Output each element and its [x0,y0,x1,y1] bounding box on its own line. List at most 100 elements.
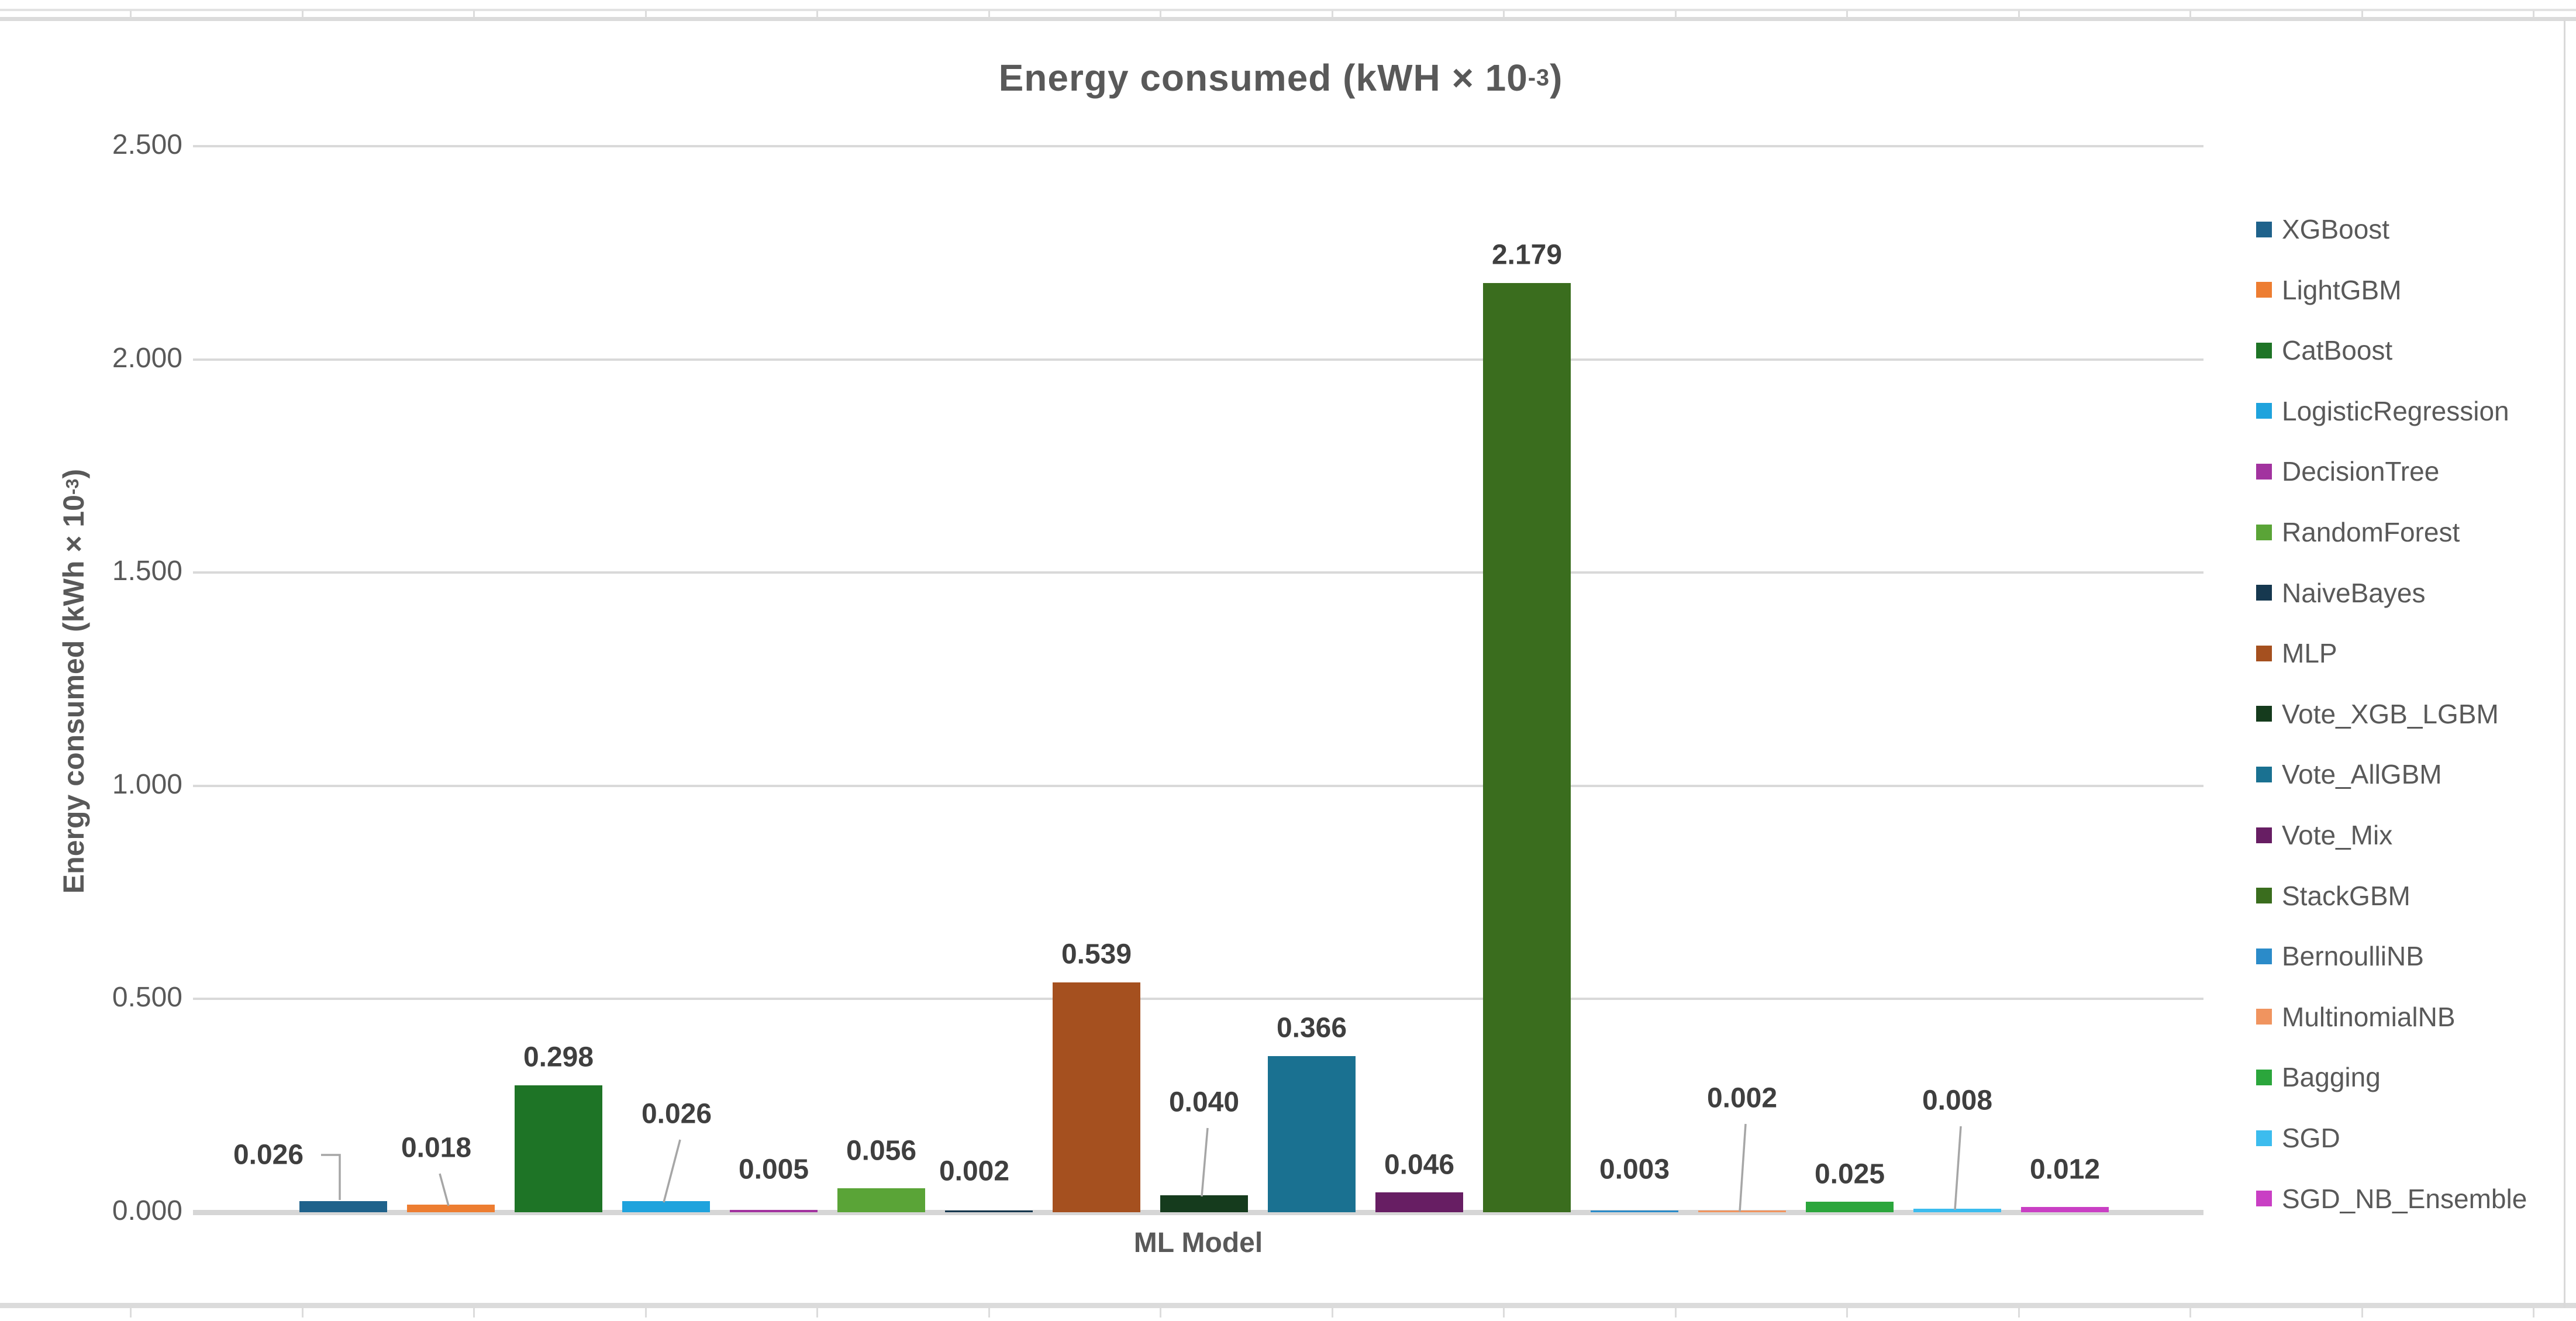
legend-item-Vote_AllGBM[interactable]: Vote_AllGBM [2256,744,2442,805]
worksheet-column-tick [473,11,475,18]
legend-item-LightGBM[interactable]: LightGBM [2256,260,2402,320]
bar-Vote_AllGBM[interactable] [1268,1056,1356,1212]
legend-swatch [2256,282,2272,298]
legend-item-DecisionTree[interactable]: DecisionTree [2256,441,2439,502]
legend-item-label: Vote_XGB_LGBM [2282,698,2499,729]
bar-DecisionTree[interactable] [730,1210,818,1212]
bar-MLP[interactable] [1053,982,1140,1212]
y-axis-tick-label: 2.000 [112,342,182,374]
value-label-RandomForest: 0.056 [846,1135,917,1167]
bar-MultinomialNB[interactable] [1698,1210,1786,1212]
worksheet-column-tick [301,1308,304,1317]
legend-swatch [2256,221,2272,237]
chart-title-text: ) [1550,57,1563,99]
worksheet-column-tick [1846,11,1848,18]
legend-swatch [2256,403,2272,419]
legend-item-label: MultinomialNB [2282,1001,2456,1032]
y-axis-tick-label: 2.500 [112,129,182,160]
bar-SGD[interactable] [1913,1209,2001,1212]
y-axis-tick-label: 1.500 [112,556,182,587]
bar-RandomForest[interactable] [837,1188,925,1212]
worksheet-top-row-line [0,9,2576,11]
worksheet-column-tick [644,11,647,18]
worksheet-column-tick [988,1308,990,1317]
worksheet-column-tick [2533,1308,2534,1317]
legend-item-MultinomialNB[interactable]: MultinomialNB [2256,987,2456,1047]
worksheet-column-tick [1160,11,1161,18]
legend-swatch [2256,524,2272,540]
legend-item-RandomForest[interactable]: RandomForest [2256,502,2460,563]
legend-item-StackGBM[interactable]: StackGBM [2256,865,2411,926]
legend-item-SGD[interactable]: SGD [2256,1108,2340,1168]
legend-item-Vote_Mix[interactable]: Vote_Mix [2256,805,2392,865]
y-axis-title-superscript: -3 [62,478,82,495]
legend-swatch [2256,948,2272,964]
gridline [193,998,2203,1001]
legend-item-NaiveBayes[interactable]: NaiveBayes [2256,563,2425,623]
leader-line [1954,1126,1962,1210]
gridline [193,784,2203,787]
bar-LightGBM[interactable] [407,1205,495,1212]
legend-swatch [2256,1191,2272,1207]
worksheet-top-row-line [0,17,2576,21]
legend-item-Bagging[interactable]: Bagging [2256,1047,2381,1108]
bar-Vote_XGB_LGBM[interactable] [1160,1195,1248,1212]
legend-item-label: Vote_AllGBM [2282,759,2442,790]
worksheet-column-tick [1503,11,1505,18]
legend-item-SGD_NB_Ensemble[interactable]: SGD_NB_Ensemble [2256,1168,2527,1229]
gridline [193,571,2203,574]
worksheet-column-tick [130,11,132,18]
legend-item-label: Bagging [2282,1062,2381,1093]
legend-swatch [2256,585,2272,601]
value-label-XGBoost: 0.026 [233,1139,304,1171]
bar-BernoulliNB[interactable] [1591,1210,1678,1212]
bar-XGBoost[interactable] [299,1201,387,1212]
legend-item-LogisticRegression[interactable]: LogisticRegression [2256,381,2509,442]
legend-swatch [2256,827,2272,843]
leader-line [439,1173,450,1206]
value-label-MultinomialNB: 0.002 [1706,1082,1778,1114]
bar-LogisticRegression[interactable] [622,1201,710,1212]
legend-item-BernoulliNB[interactable]: BernoulliNB [2256,926,2424,987]
worksheet-column-tick [130,1308,132,1317]
legend-item-label: DecisionTree [2282,456,2440,487]
value-label-SGD: 0.008 [1922,1085,1993,1116]
value-label-LogisticRegression: 0.026 [641,1098,712,1130]
value-label-Vote_AllGBM: 0.366 [1276,1012,1347,1044]
y-axis-title-text: ) [57,468,90,479]
bar-SGD_NB_Ensemble[interactable] [2021,1207,2109,1212]
legend-swatch [2256,463,2272,480]
bar-Vote_Mix[interactable] [1375,1192,1463,1212]
y-axis-tick-label: 1.000 [112,768,182,800]
leader-line [321,1154,341,1200]
chart-title-superscript: -3 [1527,65,1550,91]
legend-item-label: Vote_Mix [2282,820,2393,850]
gridline [193,358,2203,361]
legend-item-CatBoost[interactable]: CatBoost [2256,320,2392,381]
value-label-SGD_NB_Ensemble: 0.012 [2029,1154,2101,1185]
worksheet-column-tick [1503,1308,1505,1317]
leader-line [663,1139,681,1203]
bar-Bagging[interactable] [1806,1202,1894,1212]
legend-swatch [2256,645,2272,661]
worksheet-column-tick [1160,1308,1161,1317]
y-axis-title: Energy consumed (kWh × 10-3) [57,330,91,1032]
legend-swatch [2256,766,2272,782]
legend-item-label: StackGBM [2282,880,2411,911]
legend-item-MLP[interactable]: MLP [2256,623,2337,684]
value-label-DecisionTree: 0.005 [738,1154,809,1185]
bar-NaiveBayes[interactable] [945,1210,1033,1212]
chart-title-text: Energy consumed (kWH × 10 [998,57,1528,99]
worksheet-column-tick [1674,11,1677,18]
bar-CatBoost[interactable] [515,1085,602,1212]
worksheet-column-tick [2018,1308,2020,1317]
legend-item-Vote_XGB_LGBM[interactable]: Vote_XGB_LGBM [2256,684,2499,744]
legend-item-XGBoost[interactable]: XGBoost [2256,199,2389,260]
legend-swatch [2256,1069,2272,1085]
value-label-Vote_Mix: 0.046 [1384,1149,1455,1181]
bar-StackGBM[interactable] [1483,283,1571,1212]
x-axis-line [193,1210,2203,1215]
worksheet-column-tick [2361,1308,2363,1317]
legend-item-label: SGD_NB_Ensemble [2282,1183,2527,1214]
